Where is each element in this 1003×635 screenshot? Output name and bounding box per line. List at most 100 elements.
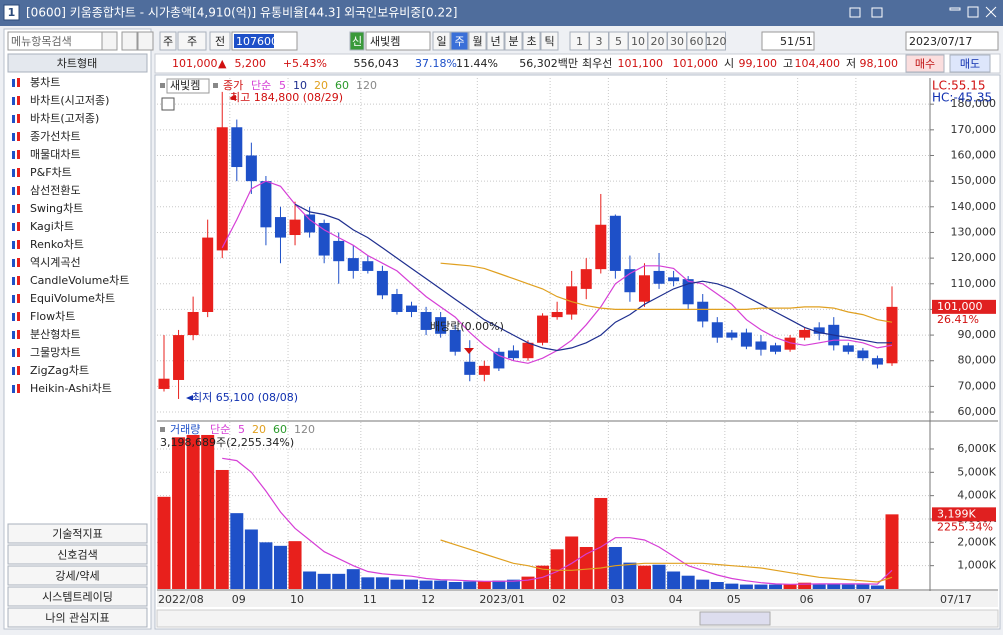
volume-bar xyxy=(798,582,812,589)
menu-button[interactable] xyxy=(7,586,148,607)
volume-bar xyxy=(375,577,389,589)
legend-method: 단순 xyxy=(210,423,230,436)
btn-period-unit[interactable] xyxy=(522,31,541,51)
btn-buy[interactable] xyxy=(905,54,945,73)
btn-period-unit-label: 주 xyxy=(454,35,464,48)
x-tick-label: 07 xyxy=(858,593,872,606)
candle-body xyxy=(304,214,316,233)
quote-arrow: ▲ xyxy=(218,57,227,70)
btn-interval[interactable] xyxy=(706,31,726,51)
menu-item[interactable]: 매물대차트 xyxy=(30,148,81,161)
minimize[interactable] xyxy=(949,7,961,11)
window-controls xyxy=(849,6,997,18)
btn-period-unit[interactable] xyxy=(540,31,559,51)
menu-item[interactable]: Kagi차트 xyxy=(30,220,74,233)
menu-item[interactable]: Swing차트 xyxy=(30,202,83,215)
btn-grid[interactable] xyxy=(159,31,177,51)
btn-sell[interactable] xyxy=(949,54,991,73)
volume-bar xyxy=(681,575,695,589)
maximize[interactable] xyxy=(967,6,979,18)
volume-bar xyxy=(769,584,783,589)
x-tick-label: 09 xyxy=(232,593,246,606)
high-annotation: 최고 184,800 (08/29) xyxy=(230,91,343,104)
candle-body xyxy=(566,286,578,315)
scrollbar[interactable] xyxy=(156,609,999,628)
btn-period-unit[interactable] xyxy=(450,31,469,51)
menu-item[interactable]: P&F차트 xyxy=(30,166,72,179)
ma-line xyxy=(222,457,893,585)
menu-button[interactable] xyxy=(7,544,148,565)
volume-bar xyxy=(434,580,448,589)
menu-item[interactable]: 삼선전환도 xyxy=(30,184,81,197)
btn-period-unit[interactable] xyxy=(468,31,487,51)
x-tick-label: 06 xyxy=(800,593,814,606)
candle-body xyxy=(391,294,403,312)
menu-icon xyxy=(17,204,20,213)
menu-icon xyxy=(17,96,20,105)
menu-item[interactable]: CandleVolume차트 xyxy=(30,274,129,287)
btn-period[interactable] xyxy=(177,31,207,51)
ma-line xyxy=(294,203,892,352)
menu-icon xyxy=(12,79,15,87)
search-btn[interactable] xyxy=(121,31,138,51)
ctl-b[interactable] xyxy=(871,7,883,18)
candle-body xyxy=(245,155,257,182)
menu-button[interactable] xyxy=(7,607,148,628)
y-tick-label: 160,000 xyxy=(951,148,997,161)
total-text: /51 xyxy=(795,35,813,48)
menu-item[interactable]: Heikin-Ashi차트 xyxy=(30,382,112,395)
btn-tag[interactable] xyxy=(349,31,365,51)
candle-body xyxy=(871,358,883,365)
x-tick-label: 02 xyxy=(552,593,566,606)
menu-icon xyxy=(17,114,20,123)
volume-bar xyxy=(783,584,797,589)
menu-button[interactable] xyxy=(7,565,148,586)
volume-bar xyxy=(637,565,651,589)
candle-body xyxy=(799,329,811,338)
volume-bar xyxy=(448,581,462,589)
menu-item[interactable]: ZigZag차트 xyxy=(30,364,89,377)
quote-low-label: 저 xyxy=(846,57,856,70)
ctl-a[interactable] xyxy=(849,7,861,18)
y-tick-label: 150,000 xyxy=(951,174,997,187)
menu-item[interactable]: 바차트(시고저종) xyxy=(30,94,109,107)
menu-icon xyxy=(12,295,15,303)
menu-item[interactable]: Flow차트 xyxy=(30,310,75,323)
menu-item[interactable]: Renko차트 xyxy=(30,238,84,251)
btn-all[interactable] xyxy=(209,31,231,51)
menu-item[interactable]: EquiVolume차트 xyxy=(30,292,115,305)
menu-item[interactable]: 종가선차트 xyxy=(30,130,81,143)
menu-button-label: 시스템트레이딩 xyxy=(42,591,113,604)
candle-body xyxy=(609,215,621,271)
search-btn[interactable] xyxy=(137,31,154,51)
legend-entry: 120 xyxy=(294,423,315,436)
btn-period-unit[interactable] xyxy=(504,31,523,51)
close[interactable] xyxy=(985,6,997,18)
menu-icon xyxy=(12,223,15,231)
btn-period-unit-label: 일 xyxy=(436,34,446,48)
menu-button[interactable] xyxy=(7,523,148,544)
menu-item[interactable]: 역시계곡선 xyxy=(30,256,81,269)
menu-header-text: 차트형태 xyxy=(57,57,97,70)
count-box xyxy=(761,31,815,51)
window-title: [0600] 키움종합차트 - 시가총액[4,910(억)] 유통비율[44.3… xyxy=(26,6,457,20)
btn-period-unit[interactable] xyxy=(432,31,451,51)
btn-period-unit[interactable] xyxy=(486,31,505,51)
menu-item[interactable]: 봉차트 xyxy=(30,76,60,89)
scroll-thumb[interactable] xyxy=(699,611,771,626)
low-annotation: 최저 65,100 (08/08) xyxy=(192,391,298,404)
y-tick-label: 170,000 xyxy=(951,123,997,136)
quote-low: 98,100 xyxy=(860,57,899,70)
menu-item[interactable]: 분산형차트 xyxy=(30,328,81,341)
search-btn[interactable] xyxy=(101,31,118,51)
chart-tool[interactable] xyxy=(161,97,175,111)
menu-icon xyxy=(17,294,20,303)
quote-ratio2: 11.44% xyxy=(456,57,498,70)
date-box[interactable] xyxy=(905,31,999,51)
menu-header xyxy=(7,53,148,73)
legend-method: 단순 xyxy=(251,79,271,92)
menu-item[interactable]: 바차트(고저종) xyxy=(30,112,99,125)
menu-button-label: 나의 관심지표 xyxy=(45,612,109,625)
volume-bar xyxy=(390,579,404,589)
menu-item[interactable]: 그물망차트 xyxy=(30,346,81,359)
